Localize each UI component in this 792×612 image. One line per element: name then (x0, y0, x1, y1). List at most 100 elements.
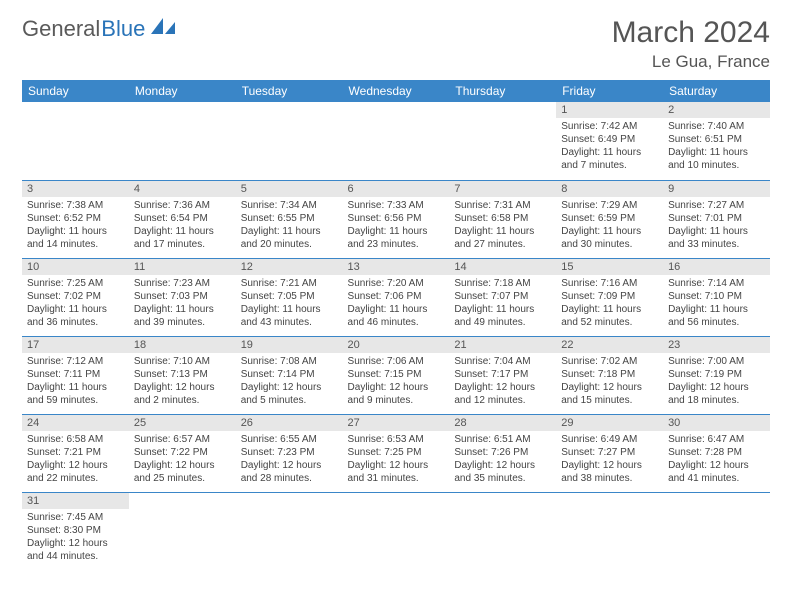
day-detail-line: Sunrise: 7:08 AM (241, 355, 338, 368)
day-detail-line: Sunrise: 7:02 AM (561, 355, 658, 368)
day-detail-line: Sunset: 7:17 PM (454, 368, 551, 381)
calendar-week-row: 31Sunrise: 7:45 AMSunset: 8:30 PMDayligh… (22, 492, 770, 570)
day-detail-line: Sunrise: 7:21 AM (241, 277, 338, 290)
day-detail-line: and 56 minutes. (668, 316, 765, 329)
day-detail-line: Sunrise: 6:55 AM (241, 433, 338, 446)
calendar-day-cell: 6Sunrise: 7:33 AMSunset: 6:56 PMDaylight… (343, 180, 450, 258)
day-detail-line: and 5 minutes. (241, 394, 338, 407)
weekday-header: Wednesday (343, 80, 450, 102)
calendar-day-cell: 30Sunrise: 6:47 AMSunset: 7:28 PMDayligh… (663, 414, 770, 492)
day-details (129, 497, 236, 501)
day-detail-line: Sunset: 8:30 PM (27, 524, 124, 537)
day-detail-line: Daylight: 12 hours (561, 381, 658, 394)
day-detail-line: and 52 minutes. (561, 316, 658, 329)
day-detail-line: Daylight: 11 hours (241, 303, 338, 316)
day-details: Sunrise: 6:55 AMSunset: 7:23 PMDaylight:… (236, 431, 343, 487)
day-detail-line: Sunrise: 6:49 AM (561, 433, 658, 446)
day-number: 7 (449, 181, 556, 197)
weekday-header: Sunday (22, 80, 129, 102)
day-detail-line: and 9 minutes. (348, 394, 445, 407)
day-details: Sunrise: 7:29 AMSunset: 6:59 PMDaylight:… (556, 197, 663, 253)
weekday-header-row: Sunday Monday Tuesday Wednesday Thursday… (22, 80, 770, 102)
day-number: 12 (236, 259, 343, 275)
day-details: Sunrise: 7:04 AMSunset: 7:17 PMDaylight:… (449, 353, 556, 409)
day-detail-line: Sunrise: 7:10 AM (134, 355, 231, 368)
calendar-day-cell: 3Sunrise: 7:38 AMSunset: 6:52 PMDaylight… (22, 180, 129, 258)
day-detail-line: Daylight: 11 hours (241, 225, 338, 238)
calendar-day-cell: 27Sunrise: 6:53 AMSunset: 7:25 PMDayligh… (343, 414, 450, 492)
day-details (663, 497, 770, 501)
day-detail-line: and 10 minutes. (668, 159, 765, 172)
day-details: Sunrise: 7:40 AMSunset: 6:51 PMDaylight:… (663, 118, 770, 174)
weekday-header: Saturday (663, 80, 770, 102)
day-details: Sunrise: 7:23 AMSunset: 7:03 PMDaylight:… (129, 275, 236, 331)
day-details (343, 106, 450, 110)
day-detail-line: Daylight: 11 hours (134, 303, 231, 316)
day-detail-line: Daylight: 11 hours (668, 225, 765, 238)
day-details (236, 497, 343, 501)
day-number: 23 (663, 337, 770, 353)
day-detail-line: Daylight: 12 hours (134, 459, 231, 472)
calendar-day-cell: 11Sunrise: 7:23 AMSunset: 7:03 PMDayligh… (129, 258, 236, 336)
calendar-week-row: 1Sunrise: 7:42 AMSunset: 6:49 PMDaylight… (22, 102, 770, 180)
calendar-day-cell (663, 492, 770, 570)
day-detail-line: Daylight: 11 hours (454, 225, 551, 238)
day-details: Sunrise: 7:36 AMSunset: 6:54 PMDaylight:… (129, 197, 236, 253)
calendar-day-cell (449, 492, 556, 570)
day-detail-line: Sunrise: 7:20 AM (348, 277, 445, 290)
day-details: Sunrise: 7:02 AMSunset: 7:18 PMDaylight:… (556, 353, 663, 409)
calendar-day-cell: 7Sunrise: 7:31 AMSunset: 6:58 PMDaylight… (449, 180, 556, 258)
day-detail-line: and 14 minutes. (27, 238, 124, 251)
day-detail-line: Sunset: 7:19 PM (668, 368, 765, 381)
calendar-day-cell: 8Sunrise: 7:29 AMSunset: 6:59 PMDaylight… (556, 180, 663, 258)
day-number: 5 (236, 181, 343, 197)
day-number: 16 (663, 259, 770, 275)
day-detail-line: Sunset: 7:11 PM (27, 368, 124, 381)
day-detail-line: Daylight: 12 hours (241, 459, 338, 472)
day-details: Sunrise: 6:57 AMSunset: 7:22 PMDaylight:… (129, 431, 236, 487)
day-detail-line: Sunset: 7:25 PM (348, 446, 445, 459)
logo-text-1: General (22, 16, 100, 42)
calendar-day-cell: 31Sunrise: 7:45 AMSunset: 8:30 PMDayligh… (22, 492, 129, 570)
day-detail-line: Sunset: 7:06 PM (348, 290, 445, 303)
day-details: Sunrise: 7:38 AMSunset: 6:52 PMDaylight:… (22, 197, 129, 253)
day-details: Sunrise: 6:58 AMSunset: 7:21 PMDaylight:… (22, 431, 129, 487)
day-number: 17 (22, 337, 129, 353)
calendar-week-row: 3Sunrise: 7:38 AMSunset: 6:52 PMDaylight… (22, 180, 770, 258)
day-details: Sunrise: 7:20 AMSunset: 7:06 PMDaylight:… (343, 275, 450, 331)
day-detail-line: Sunrise: 7:23 AM (134, 277, 231, 290)
day-detail-line: and 7 minutes. (561, 159, 658, 172)
day-detail-line: Sunrise: 7:40 AM (668, 120, 765, 133)
day-detail-line: and 33 minutes. (668, 238, 765, 251)
day-detail-line: Sunrise: 7:36 AM (134, 199, 231, 212)
day-details: Sunrise: 7:31 AMSunset: 6:58 PMDaylight:… (449, 197, 556, 253)
calendar-day-cell: 14Sunrise: 7:18 AMSunset: 7:07 PMDayligh… (449, 258, 556, 336)
title-block: March 2024 Le Gua, France (612, 16, 770, 72)
day-details: Sunrise: 7:45 AMSunset: 8:30 PMDaylight:… (22, 509, 129, 565)
day-details (343, 497, 450, 501)
day-detail-line: Sunrise: 7:38 AM (27, 199, 124, 212)
day-number: 28 (449, 415, 556, 431)
day-detail-line: Sunset: 6:59 PM (561, 212, 658, 225)
day-detail-line: Sunrise: 6:57 AM (134, 433, 231, 446)
day-detail-line: Sunrise: 7:14 AM (668, 277, 765, 290)
calendar-day-cell (236, 492, 343, 570)
calendar-day-cell: 28Sunrise: 6:51 AMSunset: 7:26 PMDayligh… (449, 414, 556, 492)
day-details (556, 497, 663, 501)
day-number: 9 (663, 181, 770, 197)
day-number: 4 (129, 181, 236, 197)
day-details: Sunrise: 7:25 AMSunset: 7:02 PMDaylight:… (22, 275, 129, 331)
day-detail-line: and 22 minutes. (27, 472, 124, 485)
day-details: Sunrise: 6:51 AMSunset: 7:26 PMDaylight:… (449, 431, 556, 487)
calendar-day-cell (556, 492, 663, 570)
day-details: Sunrise: 7:18 AMSunset: 7:07 PMDaylight:… (449, 275, 556, 331)
weekday-header: Tuesday (236, 80, 343, 102)
day-detail-line: Sunset: 6:52 PM (27, 212, 124, 225)
calendar-day-cell: 23Sunrise: 7:00 AMSunset: 7:19 PMDayligh… (663, 336, 770, 414)
calendar-day-cell: 4Sunrise: 7:36 AMSunset: 6:54 PMDaylight… (129, 180, 236, 258)
day-detail-line: Sunset: 6:56 PM (348, 212, 445, 225)
day-details: Sunrise: 7:10 AMSunset: 7:13 PMDaylight:… (129, 353, 236, 409)
day-detail-line: Sunrise: 6:51 AM (454, 433, 551, 446)
day-detail-line: Sunset: 7:07 PM (454, 290, 551, 303)
calendar-day-cell: 1Sunrise: 7:42 AMSunset: 6:49 PMDaylight… (556, 102, 663, 180)
